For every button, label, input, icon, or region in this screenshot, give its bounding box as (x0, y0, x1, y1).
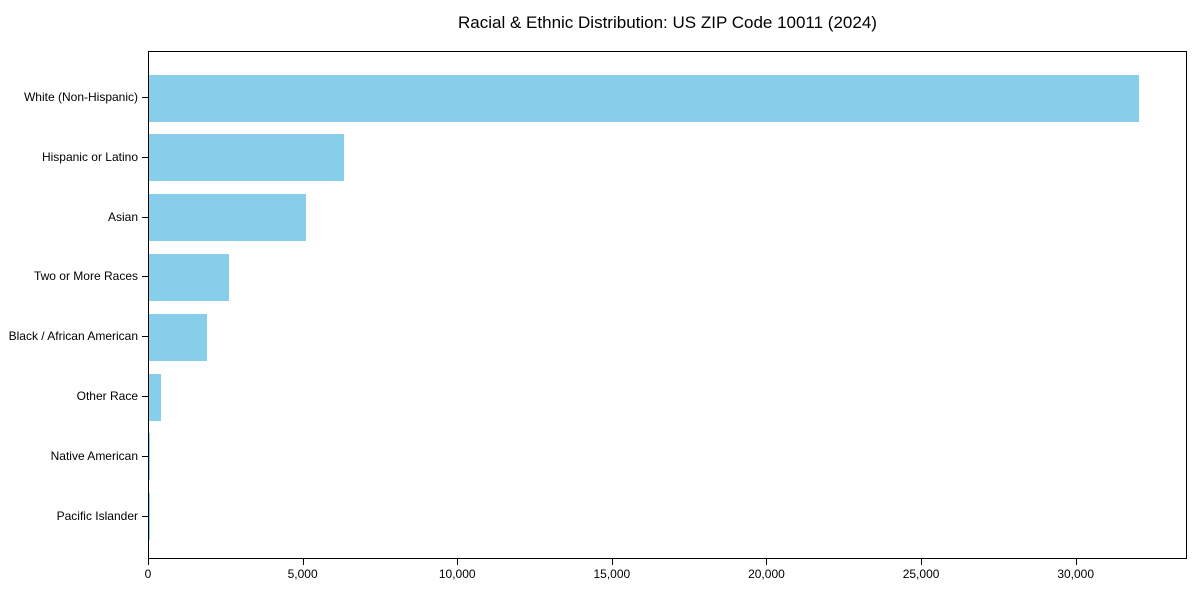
chart-title: Racial & Ethnic Distribution: US ZIP Cod… (458, 13, 877, 32)
bar-white-non-hispanic (149, 74, 1139, 122)
y-tick-label-pacific-islander: Pacific Islander (56, 508, 138, 523)
bar-black-african-american (149, 313, 207, 361)
x-tick-10-000 (457, 559, 458, 565)
x-tick-label-30-000: 30,000 (1057, 567, 1095, 581)
x-tick-label-20-000: 20,000 (748, 567, 785, 581)
x-tick-label-0: 0 (144, 567, 152, 581)
y-tick-pacific-islander (142, 516, 148, 517)
x-tick-0 (148, 559, 149, 565)
x-tick-label-5-000: 5,000 (287, 567, 318, 581)
x-tick-label-15-000: 15,000 (593, 567, 631, 581)
x-tick-5-000 (303, 559, 304, 565)
plot-area (148, 51, 1187, 559)
y-tick-label-other-race: Other Race (76, 389, 138, 403)
y-tick-label-two-or-more-races: Two or More Races (33, 269, 138, 284)
y-tick-label-native-american: Native American (50, 448, 138, 463)
y-tick-asian (142, 217, 148, 218)
x-tick-25-000 (921, 559, 922, 565)
y-tick-two-or-more-races (142, 276, 148, 277)
bar-two-or-more-races (149, 253, 229, 301)
x-tick-15-000 (612, 559, 613, 565)
x-tick-label-25-000: 25,000 (902, 567, 940, 581)
bar-hispanic-or-latino (149, 134, 344, 182)
bar-other-race (149, 373, 162, 421)
bar-asian (149, 194, 307, 242)
x-tick-20-000 (766, 559, 767, 565)
y-tick-hispanic-or-latino (142, 157, 148, 158)
y-tick-black-african-american (142, 336, 148, 337)
x-tick-30-000 (1076, 559, 1077, 565)
y-tick-white-non-hispanic (142, 97, 148, 98)
y-tick-label-black-african-american: Black / African American (8, 329, 138, 344)
y-tick-native-american (142, 456, 148, 457)
x-tick-label-10-000: 10,000 (438, 567, 476, 581)
y-tick-label-hispanic-or-latino: Hispanic or Latino (41, 149, 138, 164)
bar-native-american (149, 433, 150, 481)
y-tick-label-white-non-hispanic: White (Non-Hispanic) (23, 90, 138, 104)
y-tick-other-race (142, 396, 148, 397)
y-tick-label-asian: Asian (107, 209, 138, 224)
